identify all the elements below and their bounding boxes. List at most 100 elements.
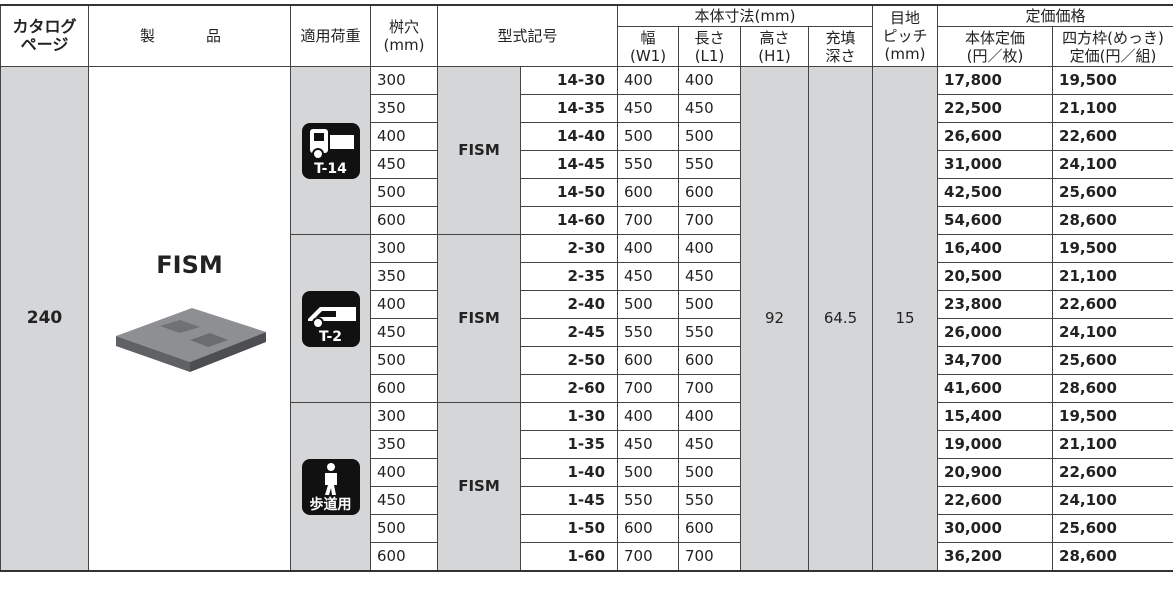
- header-text: ページ: [20, 35, 69, 54]
- width-cell: 600: [617, 514, 680, 543]
- code-cell-text: 14-30: [557, 71, 606, 89]
- length-cell-text: 400: [685, 239, 714, 257]
- frame-price-cell: 25,600: [1052, 346, 1173, 375]
- code-cell: 1-60: [519, 542, 619, 572]
- table-row: 400 14-40 500 500 26,600 22,600: [1, 122, 1173, 151]
- header-cell: 長さ (L1): [678, 26, 742, 67]
- length-cell: 400: [678, 234, 742, 263]
- code-cell: 14-35: [519, 94, 619, 123]
- width-cell: 700: [617, 374, 680, 403]
- length-cell: 400: [678, 402, 742, 431]
- hole-cell: 450: [370, 150, 438, 179]
- frame-price-cell-text: 19,500: [1059, 71, 1117, 89]
- header-text: ピッチ: [882, 27, 928, 45]
- table-row: 450 2-45 550 550 26,000 24,100: [1, 318, 1173, 347]
- width-cell-text: 500: [624, 463, 653, 481]
- hole-cell: 400: [370, 122, 438, 151]
- load-label: T-2: [318, 328, 343, 345]
- length-cell: 600: [678, 178, 742, 207]
- code-cell-text: 2-30: [567, 239, 606, 257]
- header-cell: 本体寸法(mm): [617, 4, 874, 27]
- body-price-cell: 17,800: [937, 66, 1054, 95]
- length-cell-text: 700: [685, 379, 714, 397]
- body-price-cell: 26,000: [937, 318, 1054, 347]
- series-cell: FISM: [437, 402, 521, 572]
- code-cell-text: 14-60: [557, 211, 606, 229]
- table-row: T-2 300 FISM 2-30 400 400 16,400 19,500: [1, 234, 1173, 403]
- width-cell-text: 450: [624, 435, 653, 453]
- header-text: 四方枠(めっき): [1062, 28, 1164, 47]
- hole-cell-text: 450: [377, 323, 406, 341]
- table-row: 240 FISM T-14 300 FISM 14-30 400 400 92 64.5 15 17,…: [0, 66, 1173, 572]
- hole-cell-text: 400: [377, 463, 406, 481]
- frame-price-cell: 24,100: [1052, 150, 1173, 179]
- header-text: (W1): [629, 46, 667, 65]
- header-cell: 桝穴 (mm): [370, 4, 438, 67]
- hole-cell-text: 300: [377, 239, 406, 257]
- hole-cell-text: 500: [377, 519, 406, 537]
- frame-price-cell-text: 28,600: [1059, 211, 1117, 229]
- body-price-cell-text: 19,000: [944, 435, 1002, 453]
- code-cell-text: 14-50: [557, 183, 606, 201]
- header-cell: 充填 深さ: [808, 26, 874, 67]
- length-cell: 600: [678, 514, 742, 543]
- width-cell-text: 550: [624, 155, 653, 173]
- frame-price-cell-text: 25,600: [1059, 519, 1117, 537]
- header-text: (H1): [758, 46, 791, 65]
- code-cell-text: 2-60: [567, 379, 606, 397]
- frame-price-cell: 21,100: [1052, 262, 1173, 291]
- body-price-cell-text: 22,500: [944, 99, 1002, 117]
- body-price-cell: 22,600: [937, 486, 1054, 515]
- hole-cell: 350: [370, 94, 438, 123]
- body-price-cell-text: 26,600: [944, 127, 1002, 145]
- body-price-cell-text: 26,000: [944, 323, 1002, 341]
- width-cell: 400: [617, 402, 680, 431]
- frame-price-cell: 21,100: [1052, 94, 1173, 123]
- load-label: T-14: [314, 160, 347, 177]
- code-cell: 1-45: [519, 486, 619, 515]
- hole-cell-text: 400: [377, 295, 406, 313]
- body-price-cell: 54,600: [937, 206, 1054, 235]
- load-icon-graphic: [301, 122, 360, 179]
- code-cell: 1-35: [519, 430, 619, 459]
- table-row: 歩道用 300 FISM 1-30 400 400 15,400 19,500: [1, 402, 1173, 572]
- width-cell-text: 600: [624, 519, 653, 537]
- header-cell: 本体定価 (円／枚): [937, 26, 1054, 67]
- body-price-cell: 23,800: [937, 290, 1054, 319]
- length-cell: 500: [678, 290, 742, 319]
- code-cell: 2-60: [519, 374, 619, 403]
- header-cell: 幅 (W1): [617, 26, 680, 67]
- body-price-cell-text: 36,200: [944, 547, 1002, 565]
- code-cell-text: 2-45: [567, 323, 606, 341]
- fill-depth-cell: 64.5: [808, 66, 874, 572]
- code-cell: 2-35: [519, 262, 619, 291]
- body-price-cell-text: 41,600: [944, 379, 1002, 397]
- length-cell-text: 600: [685, 351, 714, 369]
- table-row: 600 2-60 700 700 41,600 28,600: [1, 374, 1173, 403]
- header-text: (L1): [694, 46, 725, 65]
- header-cell: カタログ ページ: [0, 4, 89, 67]
- body-price-cell: 15,400: [937, 402, 1054, 431]
- hole-cell: 600: [370, 374, 438, 403]
- frame-price-cell-text: 28,600: [1059, 547, 1117, 565]
- width-cell: 500: [617, 458, 680, 487]
- table-row: 600 14-60 700 700 54,600 28,600: [1, 206, 1173, 235]
- width-cell: 550: [617, 486, 680, 515]
- body-price-cell-text: 20,900: [944, 463, 1002, 481]
- code-cell: 2-50: [519, 346, 619, 375]
- length-cell-text: 500: [685, 463, 714, 481]
- header-cell: 定価価格: [937, 4, 1173, 27]
- width-cell-text: 400: [624, 239, 653, 257]
- load-cell: T-2: [290, 234, 371, 403]
- width-cell: 550: [617, 318, 680, 347]
- header-cell: 型式記号: [436, 4, 619, 67]
- hole-cell: 450: [370, 318, 438, 347]
- body-price-cell: 41,600: [937, 374, 1054, 403]
- length-cell-text: 600: [685, 519, 714, 537]
- width-cell: 600: [617, 346, 680, 375]
- code-cell: 2-40: [519, 290, 619, 319]
- frame-price-cell: 21,100: [1052, 430, 1173, 459]
- hole-cell: 350: [370, 430, 438, 459]
- header-text: 製 品: [139, 27, 239, 45]
- width-cell: 450: [617, 262, 680, 291]
